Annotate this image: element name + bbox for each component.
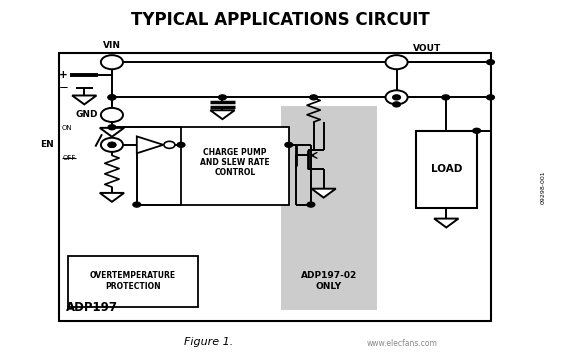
Text: ON: ON — [61, 126, 72, 131]
Circle shape — [393, 95, 401, 100]
Text: GND: GND — [76, 111, 98, 120]
Text: 09298-001: 09298-001 — [540, 170, 545, 204]
Circle shape — [307, 202, 315, 207]
Polygon shape — [434, 219, 458, 228]
Circle shape — [101, 138, 123, 152]
Polygon shape — [210, 110, 234, 119]
Circle shape — [177, 142, 185, 147]
Text: ADP197: ADP197 — [66, 301, 118, 314]
Text: LOAD: LOAD — [431, 165, 462, 175]
Text: www.elecfans.com: www.elecfans.com — [367, 339, 438, 348]
Circle shape — [486, 60, 494, 65]
Circle shape — [108, 142, 116, 147]
Circle shape — [133, 202, 141, 207]
Circle shape — [108, 95, 116, 100]
Polygon shape — [100, 128, 124, 137]
Text: ADP197-02
ONLY: ADP197-02 ONLY — [301, 271, 357, 291]
Circle shape — [393, 102, 401, 107]
Polygon shape — [100, 193, 124, 202]
Text: +: + — [59, 70, 68, 80]
Circle shape — [219, 95, 226, 100]
Bar — [181, 127, 289, 204]
Text: CHARGE PUMP
AND SLEW RATE
CONTROL: CHARGE PUMP AND SLEW RATE CONTROL — [200, 148, 270, 177]
Text: Figure 1.: Figure 1. — [184, 337, 233, 347]
Text: EN: EN — [40, 140, 54, 149]
Bar — [280, 106, 377, 310]
Text: −: − — [58, 81, 68, 94]
Bar — [59, 53, 490, 321]
Text: VIN: VIN — [103, 41, 121, 50]
Circle shape — [486, 95, 494, 100]
Circle shape — [108, 95, 116, 100]
Circle shape — [108, 142, 116, 147]
Text: VOUT: VOUT — [413, 44, 441, 53]
Polygon shape — [311, 189, 336, 198]
Circle shape — [164, 141, 175, 148]
Circle shape — [310, 95, 318, 100]
Circle shape — [101, 108, 123, 122]
Circle shape — [473, 128, 481, 133]
Polygon shape — [137, 136, 163, 153]
Circle shape — [385, 90, 408, 104]
Circle shape — [101, 55, 123, 69]
Text: OVERTEMPERATURE
PROTECTION: OVERTEMPERATURE PROTECTION — [90, 271, 176, 291]
Bar — [416, 131, 477, 208]
Polygon shape — [72, 95, 96, 104]
Circle shape — [108, 125, 116, 130]
Text: OFF: OFF — [62, 156, 76, 161]
Circle shape — [442, 95, 449, 100]
Circle shape — [385, 55, 408, 69]
Circle shape — [285, 142, 293, 147]
Bar — [68, 256, 197, 307]
Text: TYPICAL APPLICATIONS CIRCUIT: TYPICAL APPLICATIONS CIRCUIT — [131, 11, 430, 29]
